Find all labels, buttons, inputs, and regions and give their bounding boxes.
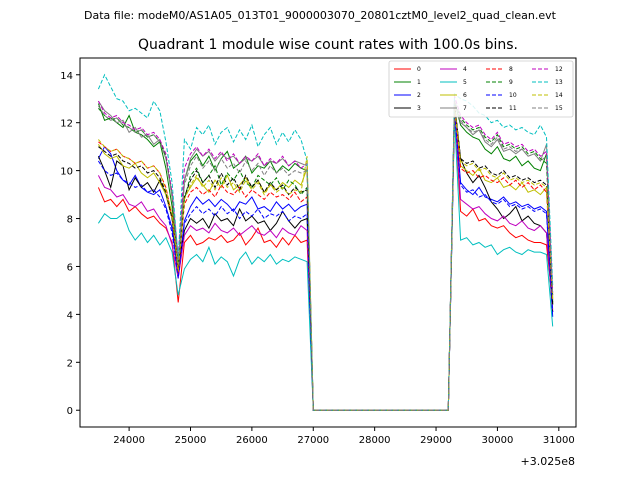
legend-label-15: 15 [555, 105, 563, 112]
x-tick-label: 27000 [297, 435, 329, 446]
legend-label-2: 2 [417, 92, 421, 99]
legend-label-9: 9 [509, 79, 513, 86]
y-tick-label: 6 [67, 262, 73, 273]
legend-label-14: 14 [555, 92, 563, 99]
legend-label-13: 13 [555, 79, 563, 86]
legend-label-5: 5 [463, 79, 467, 86]
legend-label-11: 11 [509, 105, 517, 112]
series-line-14 [98, 105, 554, 411]
x-tick-label: 28000 [359, 435, 391, 446]
legend-label-1: 1 [417, 79, 421, 86]
y-tick-label: 14 [60, 71, 73, 82]
x-offset-label: +3.025e8 [521, 455, 575, 468]
x-tick-label: 31000 [543, 435, 575, 446]
y-tick-label: 2 [67, 358, 73, 369]
series-layer [97, 73, 554, 411]
x-axis: 24000 25000 26000 27000 28000 29000 30000 31000 [113, 427, 575, 446]
x-tick-label: 30000 [482, 435, 514, 446]
chart-title: Quadrant 1 module wise count rates with … [138, 37, 518, 53]
series-line-15 [97, 100, 554, 411]
x-tick-label: 26000 [236, 435, 268, 446]
y-axis: 0 2 4 6 8 10 12 14 [60, 71, 80, 417]
legend-frame [388, 60, 574, 118]
legend-label-8: 8 [509, 66, 513, 73]
x-tick-label: 25000 [175, 435, 207, 446]
series-line-8 [98, 108, 554, 411]
axes-frame [79, 57, 577, 428]
series-line-10 [97, 113, 554, 411]
legend-label-7: 7 [463, 105, 467, 112]
data-file-note: Data file: modeM0/AS1A05_013T01_90000030… [84, 9, 557, 22]
legend-label-4: 4 [463, 66, 467, 73]
y-tick-label: 8 [67, 215, 73, 226]
plot-area [80, 58, 576, 427]
legend-label-10: 10 [509, 92, 517, 99]
y-tick-label: 12 [60, 119, 73, 130]
legend-label-3: 3 [417, 105, 421, 112]
legend-label-12: 12 [555, 66, 563, 73]
x-tick-label: 24000 [113, 435, 145, 446]
y-tick-label: 10 [60, 167, 73, 178]
y-tick-label: 4 [67, 310, 73, 321]
legend-label-0: 0 [417, 66, 421, 73]
y-tick-label: 0 [67, 406, 73, 417]
x-tick-label: 29000 [420, 435, 452, 446]
legend-label-6: 6 [463, 92, 467, 99]
